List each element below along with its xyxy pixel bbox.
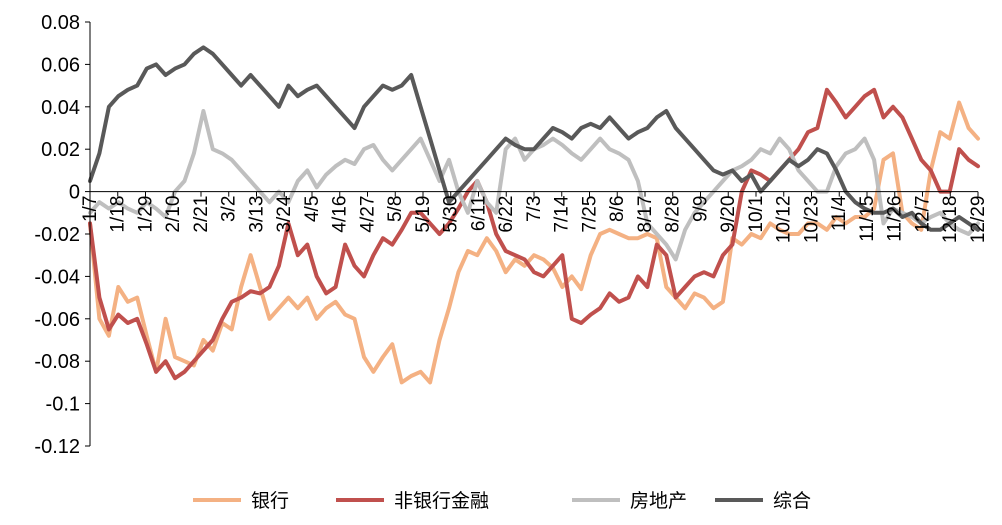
x-tick-label: 3/2	[219, 196, 240, 222]
y-tick-label: -0.12	[34, 436, 80, 458]
legend: 银行 非银行金融 房地产 综合	[193, 490, 811, 512]
x-tick-label: 11/26	[885, 196, 906, 242]
y-tick-label: 0.08	[41, 12, 80, 34]
x-tick-label: 5/8	[385, 196, 406, 222]
x-tick-label: 12/7	[913, 196, 934, 233]
x-tick-label: 9/20	[718, 196, 739, 233]
x-tick-label: 10/12	[774, 196, 795, 244]
y-tick-label: 0	[69, 182, 80, 204]
x-tick-label: 11/4	[829, 195, 850, 231]
x-tick-label: 2/10	[163, 196, 184, 233]
legend-label-1: 非银行金融	[394, 490, 489, 512]
legend-label-2: 房地产	[630, 490, 687, 512]
x-tick-label: 9/9	[691, 196, 712, 222]
x-tick-label: 5/30	[441, 196, 462, 233]
x-tick-label: 10/23	[802, 196, 823, 244]
x-axis-ticks: 1/7 1/18 1/29 2/10 2/21 3/2 3/13 3/24 4/5 4/16 4/2…	[80, 191, 989, 244]
x-tick-label: 2/21	[191, 196, 212, 233]
series-line-1	[88, 87, 980, 381]
x-tick-label: 4/5	[302, 196, 323, 222]
x-tick-label: 1/7	[80, 196, 101, 222]
x-tick-label: 11/15	[857, 196, 878, 242]
x-tick-label: 4/16	[330, 196, 351, 233]
x-tick-label: 3/13	[247, 196, 268, 233]
y-tick-label: -0.06	[34, 309, 80, 331]
y-tick-label: -0.08	[34, 351, 80, 373]
series-lines	[88, 45, 980, 385]
y-axis-ticks: 0.08 0.06 0.04 0.02 0 -0.02 -0.04 -0.06 -0.08 -0.…	[34, 12, 90, 458]
x-tick-label: 6/22	[496, 196, 517, 233]
y-tick-label: 0.06	[41, 54, 80, 76]
legend-label-0: 银行	[251, 490, 289, 512]
x-tick-label: 8/28	[663, 196, 684, 233]
x-tick-label: 7/14	[552, 195, 573, 232]
x-tick-label: 3/24	[274, 195, 295, 232]
y-tick-label: -0.1	[46, 394, 80, 416]
x-tick-label: 10/1	[746, 196, 767, 233]
axes	[89, 22, 978, 446]
x-tick-label: 8/6	[607, 196, 628, 222]
y-tick-label: 0.02	[41, 139, 80, 161]
x-tick-label: 1/18	[108, 196, 129, 233]
x-tick-label: 12/29	[968, 196, 989, 244]
y-tick-label: -0.04	[34, 266, 80, 288]
series-line-3	[88, 45, 980, 232]
legend-label-3: 综合	[773, 490, 811, 512]
x-tick-label: 1/29	[136, 196, 157, 233]
x-tick-label: 5/19	[413, 196, 434, 233]
x-tick-label: 6/11	[469, 196, 490, 232]
x-tick-label: 7/3	[524, 196, 545, 222]
y-tick-label: 0.04	[41, 97, 80, 119]
x-tick-label: 4/27	[358, 196, 379, 233]
x-tick-label: 12/18	[940, 196, 961, 244]
series-line-0	[88, 100, 980, 385]
x-tick-label: 8/17	[635, 196, 656, 233]
x-tick-label: 7/25	[580, 196, 601, 233]
y-tick-label: -0.02	[34, 224, 80, 246]
